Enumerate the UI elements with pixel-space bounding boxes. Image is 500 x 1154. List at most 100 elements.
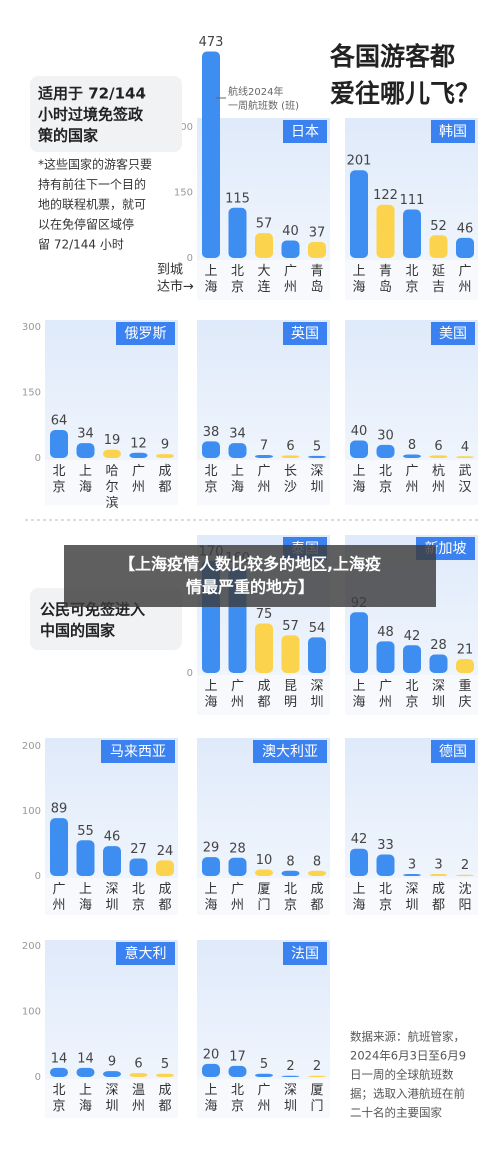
value-label: 27 — [130, 842, 147, 857]
value-label: 2 — [313, 1059, 321, 1074]
section-title: 适用于 72/144 — [38, 85, 146, 103]
value-label: 473 — [199, 35, 224, 50]
bar — [429, 455, 448, 458]
source: 二十名的主要国家 — [350, 1106, 442, 1120]
value-label: 10 — [256, 853, 273, 868]
bar — [156, 860, 174, 876]
bar — [403, 874, 421, 876]
y-tick-label: 150 — [22, 388, 41, 399]
bar — [281, 455, 300, 458]
x-tick-label: 延吉 — [432, 264, 445, 295]
value-label: 5 — [313, 439, 321, 454]
bar — [76, 840, 95, 876]
note: 持有前往下一个目的 — [38, 177, 146, 192]
bar — [456, 237, 474, 258]
x-tick-label: 深圳 — [405, 882, 418, 913]
x-tick-label: 深圳 — [310, 679, 323, 710]
x-tick-label: 北京 — [231, 1083, 244, 1114]
x-tick-label: 昆明 — [284, 679, 297, 710]
label-strip — [197, 1079, 330, 1118]
value-label: 2 — [461, 858, 469, 873]
panel-badge — [283, 120, 327, 143]
x-tick-label: 广州 — [379, 679, 392, 710]
bar — [281, 240, 300, 258]
y-tick-label: 300 — [22, 322, 41, 333]
panel-badge — [283, 322, 327, 345]
bar — [202, 51, 220, 258]
bar — [228, 443, 247, 458]
panel-badge — [431, 322, 475, 345]
panel-title: 韩国 — [439, 124, 467, 140]
x-tick-label: 上海 — [352, 679, 365, 710]
bar — [228, 1065, 247, 1077]
x-tick-label: 北京 — [231, 264, 244, 295]
x-tick-label: 广州 — [231, 882, 244, 913]
value-label: 52 — [430, 219, 447, 234]
bar — [403, 209, 421, 258]
bar — [228, 857, 247, 876]
bar — [456, 874, 474, 876]
banner-text: 【上海疫情人数比较多的地区,上海疫 — [119, 555, 381, 574]
value-label: 24 — [157, 844, 174, 859]
value-label: 19 — [104, 433, 121, 448]
value-label: 40 — [282, 224, 299, 239]
source: 日一周的全球航班数 — [350, 1068, 454, 1082]
value-label: 48 — [377, 625, 394, 640]
x-tick-label: 上海 — [204, 882, 217, 913]
value-label: 38 — [203, 425, 220, 440]
source: 据；选取入港航班在前 — [350, 1087, 465, 1101]
bar — [50, 430, 68, 458]
bar — [376, 204, 395, 258]
main-title: 各国游客都 — [329, 42, 455, 71]
x-tick-label: 成都 — [158, 1083, 171, 1114]
y-tick-label: 150 — [174, 188, 193, 199]
value-label: 6 — [434, 439, 442, 454]
x-tick-label: 上海 — [204, 679, 217, 710]
x-tick-label: 北京 — [405, 679, 418, 710]
value-label: 34 — [77, 427, 94, 442]
bar — [129, 858, 148, 876]
panel-title: 意大利 — [125, 945, 167, 962]
bar — [50, 818, 68, 876]
x-tick-label: 上海 — [79, 464, 92, 495]
x-tick-label: 广州 — [284, 264, 297, 295]
value-label: 57 — [256, 217, 273, 232]
bar — [129, 452, 148, 458]
bar — [50, 1067, 68, 1077]
banner-text: 情最严重的地方】 — [186, 578, 314, 597]
bar — [308, 241, 326, 258]
bar — [429, 654, 448, 673]
x-tick-label: 重庆 — [458, 678, 471, 710]
bar — [202, 1063, 220, 1077]
bar — [281, 870, 300, 876]
y-tick-label: 0 — [35, 871, 41, 882]
bar — [308, 1075, 326, 1077]
x-tick-label: 成都 — [158, 464, 171, 495]
value-label: 8 — [286, 854, 294, 869]
bar — [308, 637, 326, 673]
bar — [129, 1073, 148, 1077]
x-tick-label: 杭州 — [432, 464, 445, 495]
value-label: 6 — [286, 439, 294, 454]
x-tick-label: 上海 — [204, 1083, 217, 1114]
label-strip — [197, 460, 330, 505]
bar — [403, 645, 421, 673]
axis-hint: 达市→ — [157, 279, 194, 295]
value-label: 75 — [256, 607, 273, 622]
panel-title: 法国 — [291, 946, 319, 962]
x-tick-label: 上海 — [352, 264, 365, 295]
x-tick-label: 北京 — [52, 464, 65, 495]
panel-badge — [283, 942, 327, 965]
annotation: 航线2024年 — [228, 85, 283, 98]
x-tick-label: 哈尔滨 — [105, 464, 118, 511]
x-tick-label: 广州 — [405, 464, 418, 495]
x-tick-label: 上海 — [79, 882, 92, 913]
x-tick-label: 成都 — [158, 882, 171, 913]
value-label: 37 — [309, 225, 326, 240]
x-tick-label: 上海 — [352, 464, 365, 495]
x-tick-label: 上海 — [204, 264, 217, 295]
x-tick-label: 上海 — [352, 882, 365, 913]
bar — [103, 1071, 121, 1077]
x-tick-label: 北京 — [52, 1083, 65, 1114]
label-strip — [345, 260, 478, 300]
